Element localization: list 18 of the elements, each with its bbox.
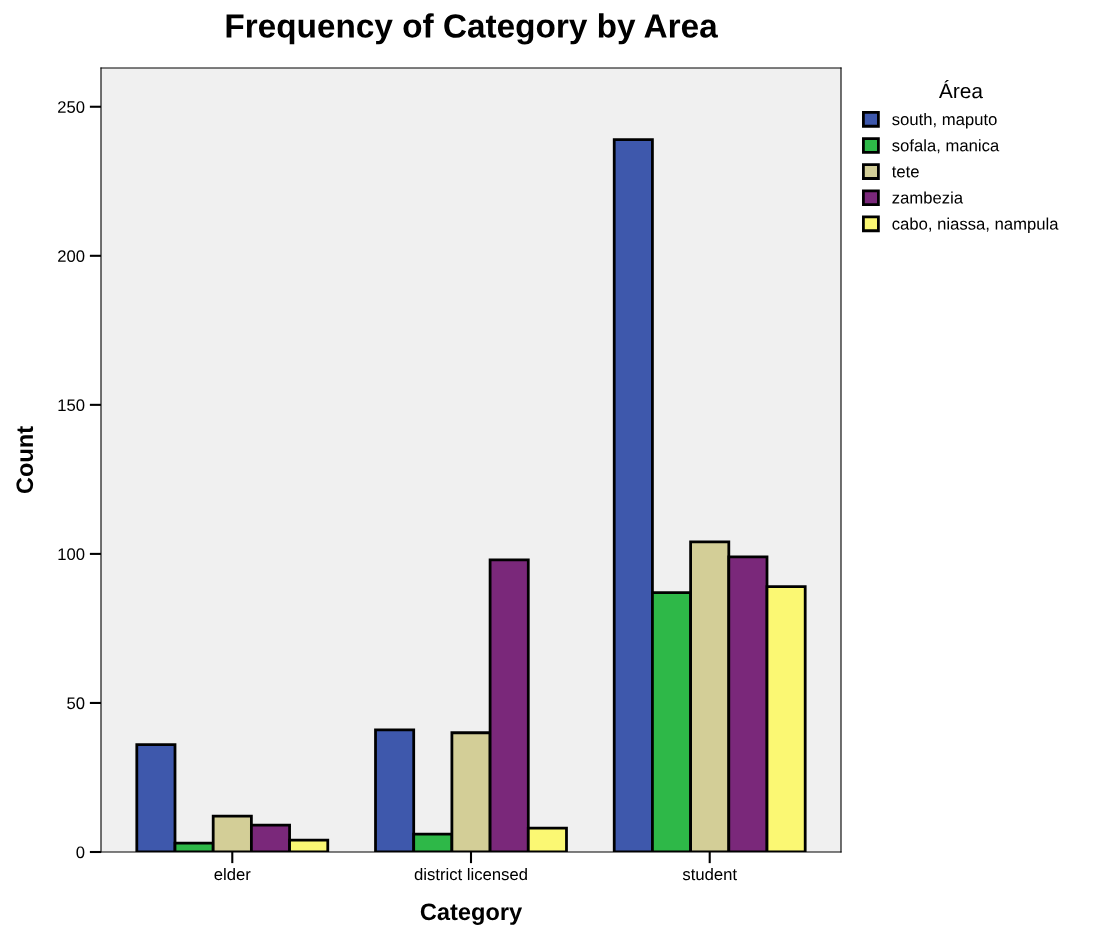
y-tick-label: 150 [58,399,85,412]
y-tick-label: 50 [67,697,85,710]
legend-label: tete [891,166,919,178]
legend-title: Área [938,80,983,99]
x-tick-label: elder [214,867,251,881]
chart-title: Frequency of Category by Area [226,13,718,45]
x-tick-label: student [682,867,737,881]
y-tick-label: 250 [58,101,85,113]
y-tick-label: 200 [58,250,85,263]
y-tick-label: 0 [76,846,85,859]
legend-label: sofala, manica [892,139,1000,154]
legend-label: cabo, niassa, nampula [892,217,1059,234]
x-tick-label: district licensed [414,867,527,881]
legend-label: zambezia [892,191,964,204]
legend-label: south, maputo [892,113,997,129]
y-tick-label: 100 [58,548,85,561]
x-axis-title: Category [420,903,523,925]
y-axis-title: Count [16,426,34,494]
